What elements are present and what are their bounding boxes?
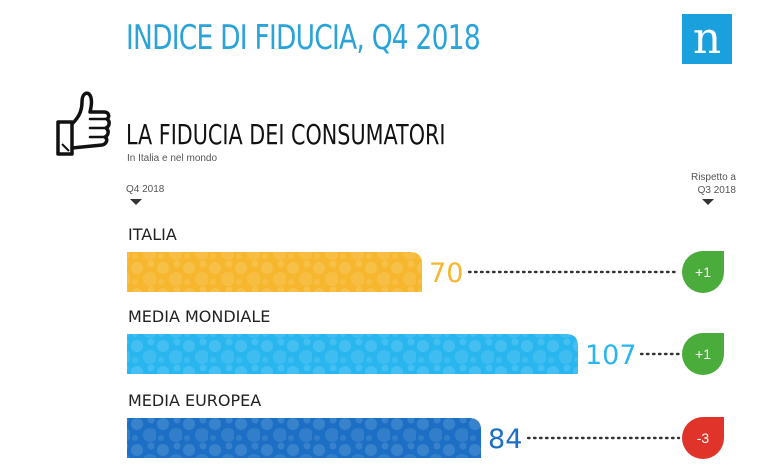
change-label: +1 <box>695 264 711 280</box>
value-label: 70 <box>429 258 463 289</box>
logo-letter: n <box>692 13 722 64</box>
value-label: 84 <box>488 424 522 455</box>
change-badge <box>682 251 724 293</box>
brand-logo: n <box>682 14 732 64</box>
change-badge <box>682 333 724 375</box>
change-badge <box>682 417 724 459</box>
category-label: MEDIA EUROPEA <box>128 391 261 410</box>
compare-label-line1: Rispetto a <box>690 172 736 183</box>
compare-label-line2: Q3 2018 <box>697 184 736 196</box>
period-label: Q4 2018 <box>126 184 165 195</box>
value-label: 107 <box>585 340 637 371</box>
section-subtitle: In Italia e nel mondo <box>127 153 218 164</box>
period-arrow-icon <box>130 199 142 205</box>
section-title: LA FIDUCIA DEI CONSUMATORI <box>126 118 446 151</box>
compare-label: Rispetto a Q3 2018 <box>691 172 736 197</box>
bar-texture <box>127 334 578 374</box>
category-label: MEDIA MONDIALE <box>128 307 270 326</box>
compare-arrow-icon <box>702 199 714 205</box>
bar-texture <box>127 418 482 458</box>
page-title: INDICE DI FIDUCIA, Q4 2018 <box>126 18 481 58</box>
change-label: -3 <box>697 430 710 446</box>
thumbs-up-icon <box>56 91 111 156</box>
change-label: +1 <box>695 346 711 362</box>
bar-texture <box>127 252 423 292</box>
category-label: ITALIA <box>128 225 177 244</box>
